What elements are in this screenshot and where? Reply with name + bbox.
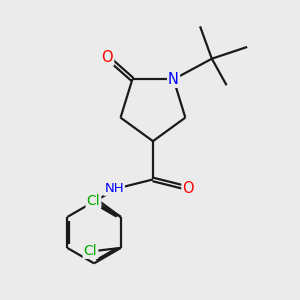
Text: O: O bbox=[182, 181, 194, 196]
Text: Cl: Cl bbox=[84, 244, 97, 258]
Text: NH: NH bbox=[104, 182, 124, 195]
Text: N: N bbox=[168, 72, 179, 87]
Text: O: O bbox=[101, 50, 113, 65]
Text: Cl: Cl bbox=[87, 194, 100, 208]
